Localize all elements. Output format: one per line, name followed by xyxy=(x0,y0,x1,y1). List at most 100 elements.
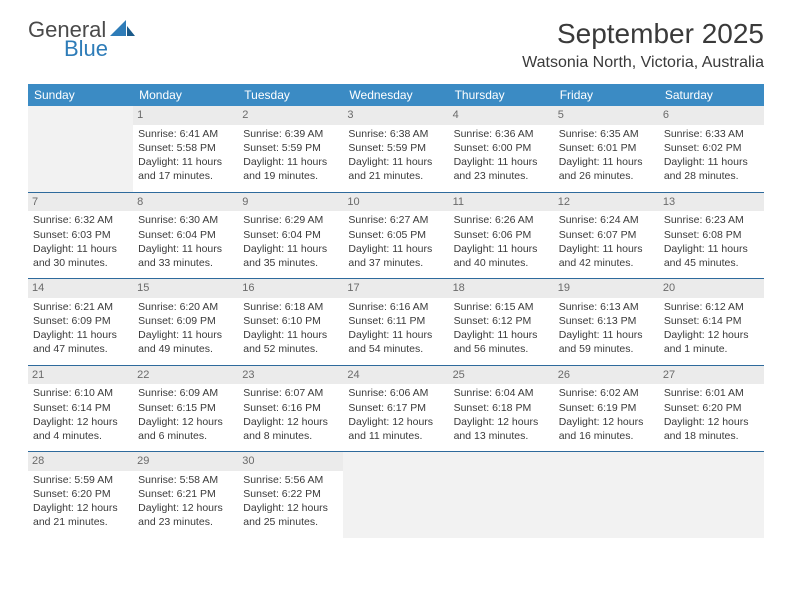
day-number: 23 xyxy=(238,366,343,385)
day-number: 21 xyxy=(28,366,133,385)
week-row: 21Sunrise: 6:10 AMSunset: 6:14 PMDayligh… xyxy=(28,366,764,452)
sunset-text: Sunset: 6:12 PM xyxy=(454,314,549,328)
day-cell: 7Sunrise: 6:32 AMSunset: 6:03 PMDaylight… xyxy=(28,193,133,279)
daylight-text: Daylight: 11 hours and 56 minutes. xyxy=(454,328,549,356)
daylight-text: Daylight: 12 hours and 1 minute. xyxy=(664,328,759,356)
sunrise-text: Sunrise: 6:12 AM xyxy=(664,300,759,314)
daylight-text: Daylight: 11 hours and 35 minutes. xyxy=(243,242,338,270)
daylight-text: Daylight: 11 hours and 45 minutes. xyxy=(664,242,759,270)
day-header-saturday: Saturday xyxy=(659,84,764,106)
sunset-text: Sunset: 6:03 PM xyxy=(33,228,128,242)
day-number: 1 xyxy=(133,106,238,125)
empty-cell xyxy=(28,106,133,192)
day-cell: 10Sunrise: 6:27 AMSunset: 6:05 PMDayligh… xyxy=(343,193,448,279)
sunrise-text: Sunrise: 6:35 AM xyxy=(559,127,654,141)
daylight-text: Daylight: 11 hours and 17 minutes. xyxy=(138,155,233,183)
day-header-sunday: Sunday xyxy=(28,84,133,106)
day-body: Sunrise: 6:02 AMSunset: 6:19 PMDaylight:… xyxy=(559,386,654,443)
logo: General Blue xyxy=(28,18,136,60)
sunrise-text: Sunrise: 6:39 AM xyxy=(243,127,338,141)
day-body: Sunrise: 6:38 AMSunset: 5:59 PMDaylight:… xyxy=(348,127,443,184)
day-cell: 5Sunrise: 6:35 AMSunset: 6:01 PMDaylight… xyxy=(554,106,659,192)
daylight-text: Daylight: 12 hours and 6 minutes. xyxy=(138,415,233,443)
day-number: 25 xyxy=(449,366,554,385)
day-body: Sunrise: 6:01 AMSunset: 6:20 PMDaylight:… xyxy=(664,386,759,443)
day-header-wednesday: Wednesday xyxy=(343,84,448,106)
sunset-text: Sunset: 6:20 PM xyxy=(33,487,128,501)
day-cell: 30Sunrise: 5:56 AMSunset: 6:22 PMDayligh… xyxy=(238,452,343,538)
day-body: Sunrise: 6:33 AMSunset: 6:02 PMDaylight:… xyxy=(664,127,759,184)
daylight-text: Daylight: 11 hours and 40 minutes. xyxy=(454,242,549,270)
day-number: 12 xyxy=(554,193,659,212)
title-block: September 2025 Watsonia North, Victoria,… xyxy=(522,18,764,72)
day-cell: 4Sunrise: 6:36 AMSunset: 6:00 PMDaylight… xyxy=(449,106,554,192)
day-body: Sunrise: 6:36 AMSunset: 6:00 PMDaylight:… xyxy=(454,127,549,184)
daylight-text: Daylight: 11 hours and 33 minutes. xyxy=(138,242,233,270)
sunrise-text: Sunrise: 6:26 AM xyxy=(454,213,549,227)
day-body: Sunrise: 6:20 AMSunset: 6:09 PMDaylight:… xyxy=(138,300,233,357)
sunrise-text: Sunrise: 6:10 AM xyxy=(33,386,128,400)
day-header-monday: Monday xyxy=(133,84,238,106)
daylight-text: Daylight: 11 hours and 47 minutes. xyxy=(33,328,128,356)
daylight-text: Daylight: 12 hours and 21 minutes. xyxy=(33,501,128,529)
sunrise-text: Sunrise: 6:27 AM xyxy=(348,213,443,227)
daylight-text: Daylight: 12 hours and 16 minutes. xyxy=(559,415,654,443)
day-body: Sunrise: 6:35 AMSunset: 6:01 PMDaylight:… xyxy=(559,127,654,184)
sunset-text: Sunset: 6:04 PM xyxy=(243,228,338,242)
empty-cell xyxy=(659,452,764,538)
day-cell: 2 Sunrise: 6:39 AMSunset: 5:59 PMDaylight… xyxy=(238,106,343,192)
day-number: 17 xyxy=(343,279,448,298)
day-number: 28 xyxy=(28,452,133,471)
daylight-text: Daylight: 11 hours and 52 minutes. xyxy=(243,328,338,356)
sunset-text: Sunset: 6:06 PM xyxy=(454,228,549,242)
sunrise-text: Sunrise: 6:01 AM xyxy=(664,386,759,400)
day-cell: 11Sunrise: 6:26 AMSunset: 6:06 PMDayligh… xyxy=(449,193,554,279)
sunset-text: Sunset: 6:14 PM xyxy=(664,314,759,328)
daylight-text: Daylight: 11 hours and 28 minutes. xyxy=(664,155,759,183)
day-body: Sunrise: 6:21 AMSunset: 6:09 PMDaylight:… xyxy=(33,300,128,357)
sunset-text: Sunset: 6:01 PM xyxy=(559,141,654,155)
day-body: Sunrise: 6:07 AMSunset: 6:16 PMDaylight:… xyxy=(243,386,338,443)
sunrise-text: Sunrise: 6:36 AM xyxy=(454,127,549,141)
sunrise-text: Sunrise: 6:29 AM xyxy=(243,213,338,227)
day-body: Sunrise: 6:32 AMSunset: 6:03 PMDaylight:… xyxy=(33,213,128,270)
day-number: 19 xyxy=(554,279,659,298)
sunrise-text: Sunrise: 5:59 AM xyxy=(33,473,128,487)
day-body: Sunrise: 6:10 AMSunset: 6:14 PMDaylight:… xyxy=(33,386,128,443)
sunset-text: Sunset: 6:15 PM xyxy=(138,401,233,415)
sunset-text: Sunset: 6:09 PM xyxy=(138,314,233,328)
day-number: 13 xyxy=(659,193,764,212)
sunset-text: Sunset: 5:58 PM xyxy=(138,141,233,155)
day-number: 10 xyxy=(343,193,448,212)
daylight-text: Daylight: 11 hours and 26 minutes. xyxy=(559,155,654,183)
day-cell: 28 Sunrise: 5:59 AMSunset: 6:20 PMDayligh… xyxy=(28,452,133,538)
day-number: 3 xyxy=(343,106,448,125)
day-number: 27 xyxy=(659,366,764,385)
daylight-text: Daylight: 11 hours and 37 minutes. xyxy=(348,242,443,270)
day-cell: 14Sunrise: 6:21 AMSunset: 6:09 PMDayligh… xyxy=(28,279,133,365)
week-row: 14Sunrise: 6:21 AMSunset: 6:09 PMDayligh… xyxy=(28,279,764,365)
logo-word-2: Blue xyxy=(64,38,136,60)
day-cell: 27Sunrise: 6:01 AMSunset: 6:20 PMDayligh… xyxy=(659,366,764,452)
day-body: Sunrise: 5:59 AMSunset: 6:20 PMDaylight:… xyxy=(33,473,128,530)
day-cell: 29Sunrise: 5:58 AMSunset: 6:21 PMDayligh… xyxy=(133,452,238,538)
day-body: Sunrise: 6:41 AMSunset: 5:58 PMDaylight:… xyxy=(138,127,233,184)
calendar-body: 1 Sunrise: 6:41 AMSunset: 5:58 PMDaylight… xyxy=(28,106,764,538)
day-number: 2 xyxy=(238,106,343,125)
day-body: Sunrise: 6:23 AMSunset: 6:08 PMDaylight:… xyxy=(664,213,759,270)
sunrise-text: Sunrise: 6:16 AM xyxy=(348,300,443,314)
day-body: Sunrise: 6:30 AMSunset: 6:04 PMDaylight:… xyxy=(138,213,233,270)
calendar-table: SundayMondayTuesdayWednesdayThursdayFrid… xyxy=(28,84,764,538)
sunset-text: Sunset: 6:22 PM xyxy=(243,487,338,501)
day-number: 9 xyxy=(238,193,343,212)
sunrise-text: Sunrise: 6:02 AM xyxy=(559,386,654,400)
sunset-text: Sunset: 6:17 PM xyxy=(348,401,443,415)
day-number: 8 xyxy=(133,193,238,212)
sunset-text: Sunset: 6:20 PM xyxy=(664,401,759,415)
sunrise-text: Sunrise: 6:13 AM xyxy=(559,300,654,314)
day-body: Sunrise: 6:39 AMSunset: 5:59 PMDaylight:… xyxy=(243,127,338,184)
daylight-text: Daylight: 12 hours and 11 minutes. xyxy=(348,415,443,443)
daylight-text: Daylight: 11 hours and 49 minutes. xyxy=(138,328,233,356)
day-body: Sunrise: 5:58 AMSunset: 6:21 PMDaylight:… xyxy=(138,473,233,530)
sunset-text: Sunset: 6:02 PM xyxy=(664,141,759,155)
